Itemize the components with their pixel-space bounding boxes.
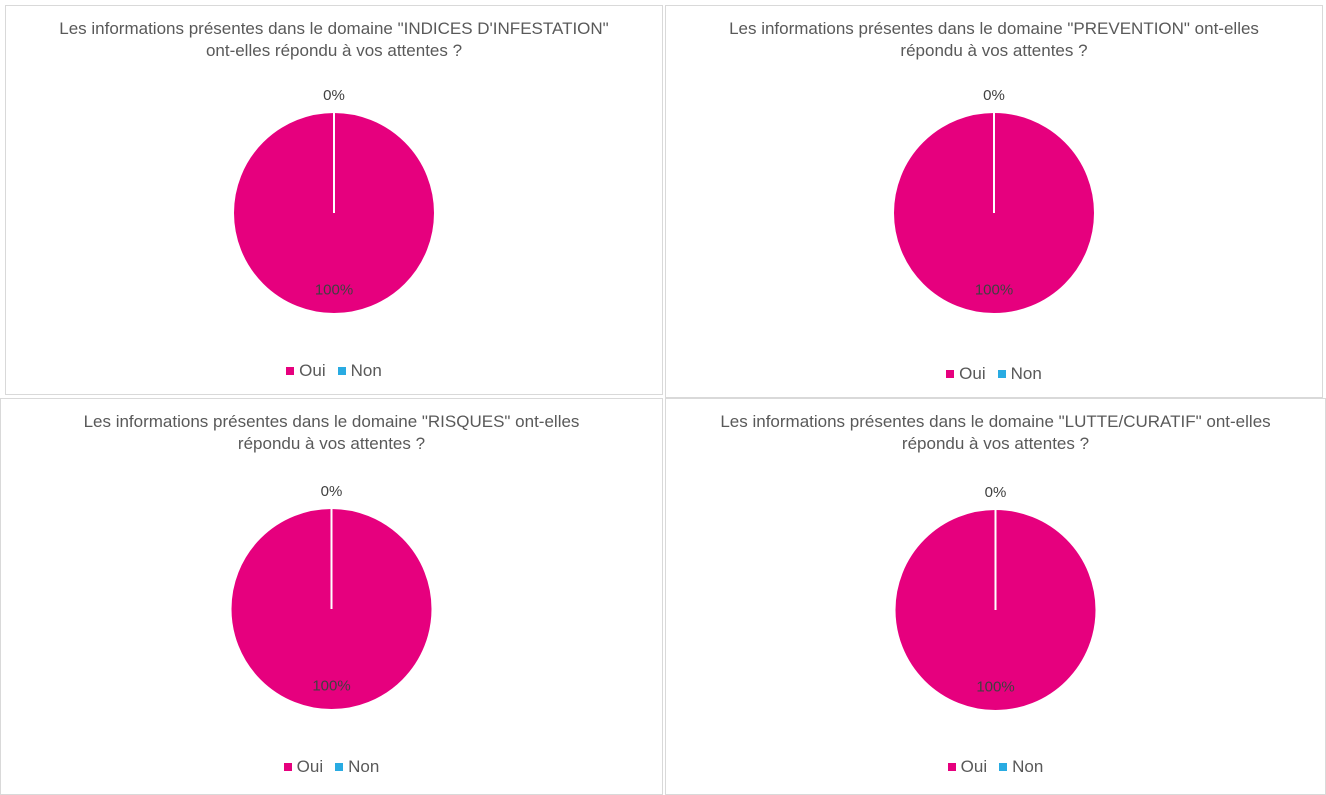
legend-label: Oui	[296, 757, 324, 776]
legend-item: Non	[999, 757, 1043, 777]
chart-panel: Les informations présentes dans le domai…	[5, 5, 663, 395]
legend-label: Non	[1010, 364, 1042, 383]
legend-swatch	[286, 367, 295, 375]
legend-swatch	[997, 370, 1006, 378]
pie-chart: 100% 0%	[232, 87, 436, 315]
legend-item: Oui	[946, 364, 986, 384]
pie-chart: 100% 0%	[229, 483, 434, 711]
data-label: 0%	[321, 483, 343, 500]
chart-panel: Les informations présentes dans le domai…	[0, 398, 663, 795]
legend-item: Oui	[947, 757, 988, 777]
chart-title: Les informations présentes dans le domai…	[83, 412, 580, 453]
legend: Oui Non	[6, 361, 662, 381]
data-label: 100%	[312, 678, 350, 695]
legend-label: Oui	[959, 364, 986, 383]
data-label: 0%	[983, 87, 1005, 104]
legend-label: Non	[348, 757, 380, 776]
data-label: 100%	[976, 679, 1014, 696]
legend-item: Non	[337, 361, 382, 381]
legend-swatch	[335, 763, 344, 771]
legend-label: Non	[1012, 757, 1044, 776]
data-label: 0%	[985, 484, 1007, 501]
chart-title: Les informations présentes dans le domai…	[720, 412, 1271, 453]
legend: Oui Non	[666, 757, 1325, 777]
data-label: 100%	[315, 282, 353, 299]
legend-label: Oui	[960, 757, 988, 776]
legend-swatch	[947, 763, 956, 771]
legend-item: Oui	[283, 757, 324, 777]
chart-panel: Les informations présentes dans le domai…	[665, 398, 1326, 795]
data-label: 100%	[975, 282, 1013, 299]
legend-label: Non	[350, 361, 382, 380]
legend-swatch	[999, 763, 1008, 771]
legend-item: Non	[997, 364, 1042, 384]
legend: Oui Non	[1, 757, 662, 777]
legend-swatch	[283, 763, 292, 771]
pie-chart: 100% 0%	[893, 484, 1098, 712]
legend-item: Non	[335, 757, 379, 777]
legend: Oui Non	[666, 364, 1322, 384]
chart-panel: Les informations présentes dans le domai…	[665, 5, 1323, 398]
legend-swatch	[337, 367, 346, 375]
chart-title: Les informations présentes dans le domai…	[59, 19, 609, 60]
data-label: 0%	[323, 87, 345, 104]
legend-swatch	[946, 370, 955, 378]
legend-item: Oui	[286, 361, 326, 381]
pie-chart: 100% 0%	[892, 87, 1096, 315]
chart-title: Les informations présentes dans le domai…	[729, 19, 1259, 60]
legend-label: Oui	[299, 361, 326, 380]
